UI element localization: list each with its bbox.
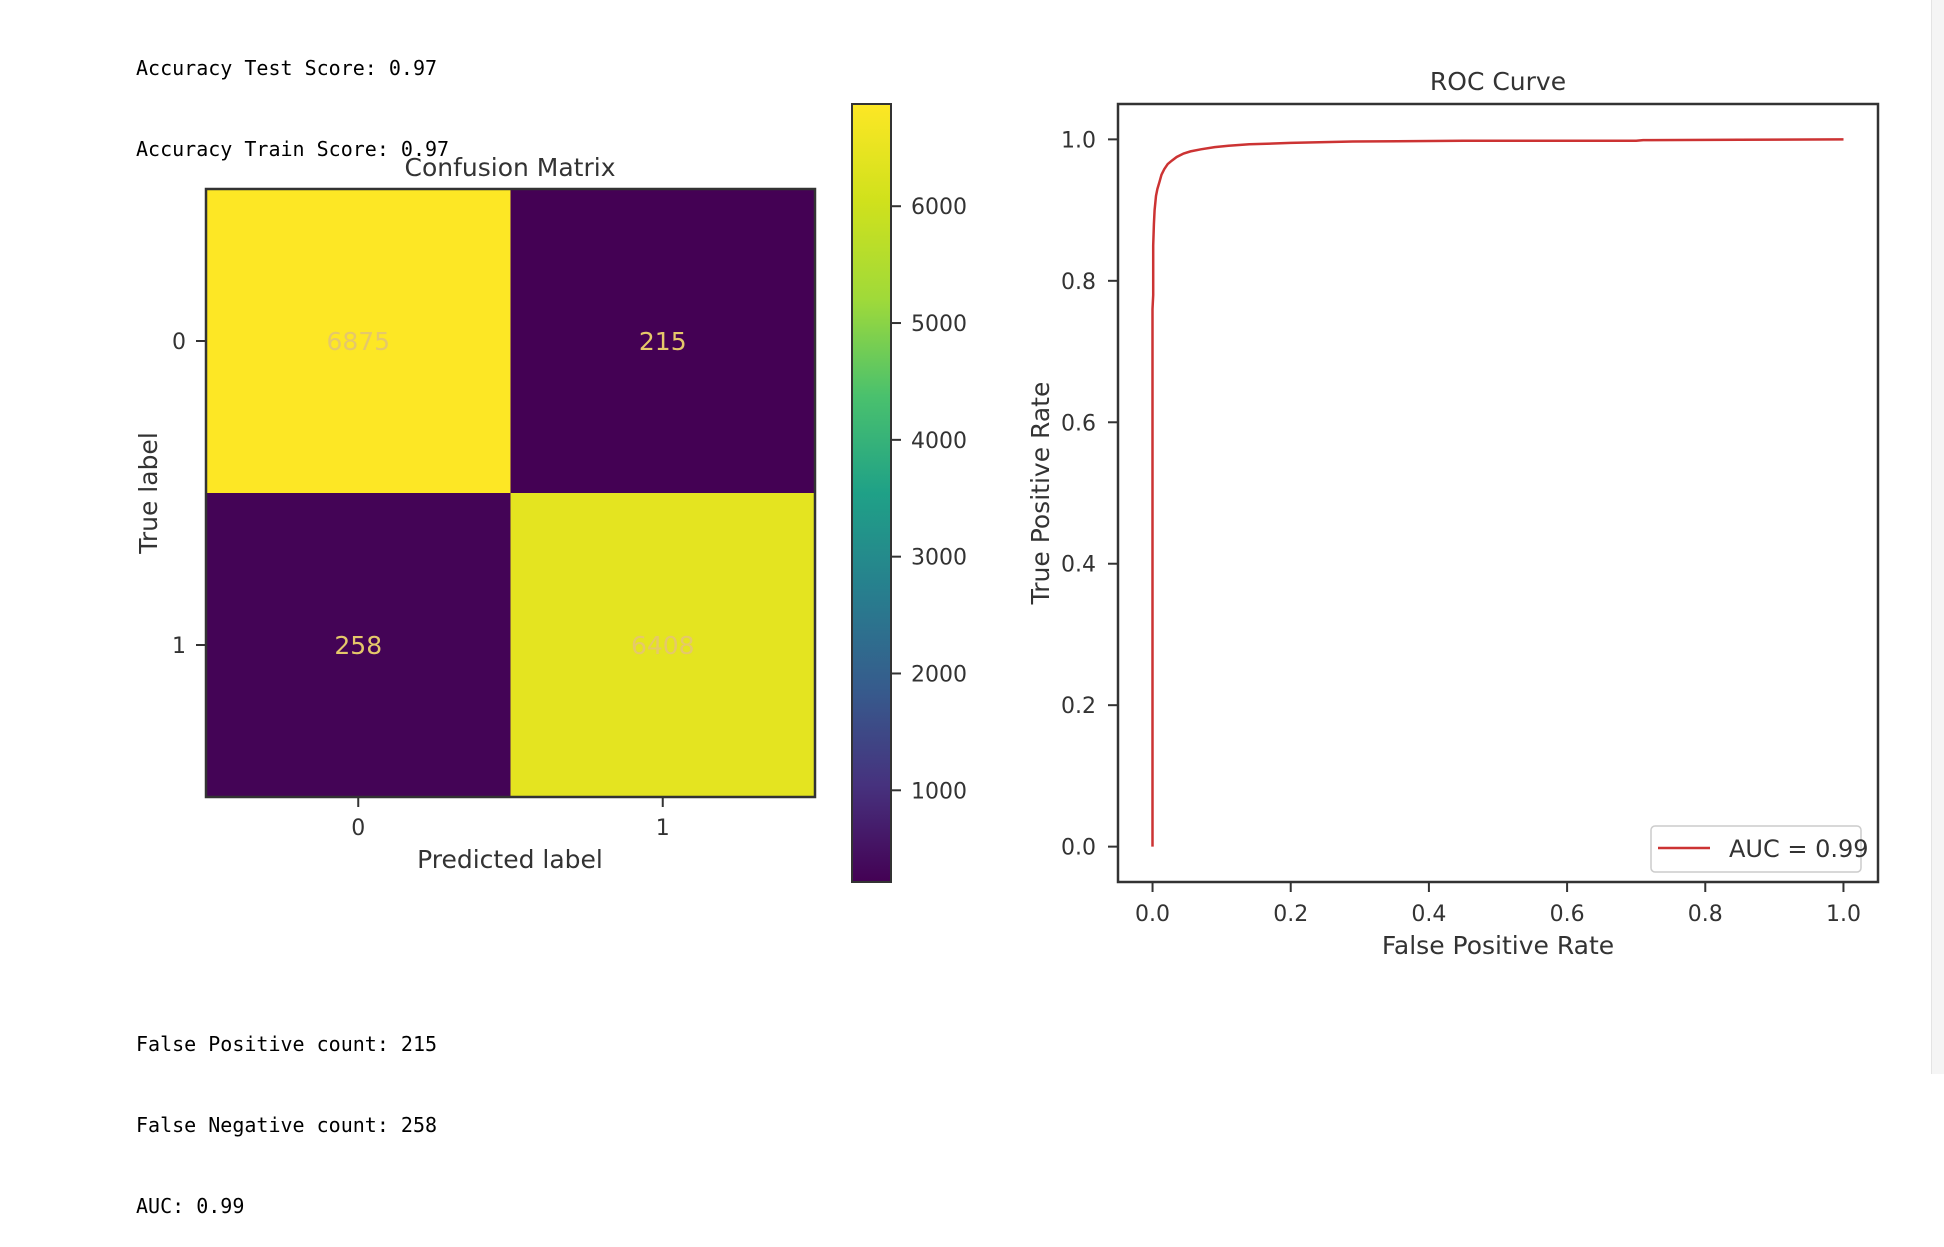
output-text-bottom: False Positive count: 215 False Negative… <box>136 977 437 1247</box>
false-negative-line: False Negative count: 258 <box>136 1113 438 1137</box>
roc-x-tick-label: 0.8 <box>1688 902 1723 927</box>
cm-cell-value-1-1: 6408 <box>631 631 695 660</box>
roc-x-tick-label: 0.2 <box>1273 902 1308 927</box>
cm-cell-value-0-1: 215 <box>639 327 687 356</box>
colorbar-tick-label: 4000 <box>911 429 967 454</box>
colorbar-tick-label: 1000 <box>911 779 967 804</box>
roc-y-axis-label: True Positive Rate <box>1026 382 1055 606</box>
cm-y-tick-label: 1 <box>172 634 186 659</box>
roc-series-line <box>1151 138 1844 847</box>
cm-x-tick-label: 1 <box>656 816 670 841</box>
accuracy-test-line: Accuracy Test Score: 0.97 <box>136 56 438 80</box>
roc-y-tick-label: 0.4 <box>1061 553 1096 578</box>
cm-ticks: 0 1 0 1 <box>172 330 670 841</box>
cm-cell-value-0-0: 6875 <box>326 327 390 356</box>
cm-x-axis-label: Predicted label <box>417 845 603 874</box>
cm-y-tick-label: 0 <box>172 330 186 355</box>
roc-x-axis-label: False Positive Rate <box>1382 931 1614 960</box>
cm-cell-1-1 <box>510 493 815 797</box>
colorbar-tick-label: 3000 <box>911 546 967 571</box>
right-scroll-edge <box>1931 0 1944 1074</box>
roc-ticks: 0.0 0.2 0.4 0.6 0.8 1.0 0.0 0.2 0.4 0.6 0.8 1.0 <box>1061 128 1861 927</box>
colorbar-tick-label: 2000 <box>911 662 967 687</box>
roc-x-tick-label: 1.0 <box>1826 902 1861 927</box>
cm-cell-value-1-0: 258 <box>334 631 382 660</box>
roc-legend-label: AUC = 0.99 <box>1729 835 1869 863</box>
roc-frame <box>1116 102 1880 884</box>
colorbar-tick-label: 6000 <box>911 195 967 220</box>
roc-x-tick-label: 0.0 <box>1135 902 1170 927</box>
cm-cell-0-0 <box>206 189 511 493</box>
roc-y-tick-label: 0.2 <box>1061 694 1096 719</box>
confusion-matrix-chart: Confusion Matrix 6875 215 258 6408 0 1 0 1 Pre… <box>134 153 817 874</box>
colorbar-tick-label: 5000 <box>911 312 967 337</box>
figure-canvas: Confusion Matrix 6875 215 258 6408 0 1 0 1 Pre… <box>134 67 1880 960</box>
cm-frame <box>204 187 817 799</box>
cm-cell-0-1 <box>510 189 815 493</box>
roc-legend: AUC = 0.99 <box>1650 825 1869 873</box>
roc-y-tick-label: 0.8 <box>1061 270 1096 295</box>
roc-title: ROC Curve <box>1430 67 1566 96</box>
cm-title: Confusion Matrix <box>404 153 615 182</box>
roc-legend-box <box>1650 825 1862 873</box>
roc-y-tick-label: 1.0 <box>1061 128 1096 153</box>
roc-x-tick-label: 0.6 <box>1550 902 1585 927</box>
output-text-top: Accuracy Test Score: 0.97 Accuracy Train… <box>136 1 449 190</box>
cm-x-tick-label: 0 <box>351 816 365 841</box>
auc-line: AUC: 0.99 <box>136 1194 245 1218</box>
accuracy-train-line: Accuracy Train Score: 0.97 <box>136 137 450 161</box>
roc-chart: ROC Curve 0.0 0.2 0.4 0.6 0.8 1.0 0.0 0.2 0.4 0.6… <box>1026 67 1880 960</box>
colorbar-gradient <box>851 103 892 883</box>
false-positive-line: False Positive count: 215 <box>136 1032 438 1056</box>
colorbar-ticks: 1000 2000 3000 4000 5000 6000 <box>891 195 967 804</box>
roc-y-tick-label: 0.0 <box>1061 836 1096 861</box>
cm-cell-1-0 <box>206 493 511 797</box>
roc-y-tick-label: 0.6 <box>1061 411 1096 436</box>
cm-y-axis-label: True label <box>134 432 163 555</box>
colorbar: 1000 2000 3000 4000 5000 6000 <box>851 103 967 883</box>
cm-cells: 6875 215 258 6408 <box>206 189 815 797</box>
roc-x-tick-label: 0.4 <box>1411 902 1446 927</box>
